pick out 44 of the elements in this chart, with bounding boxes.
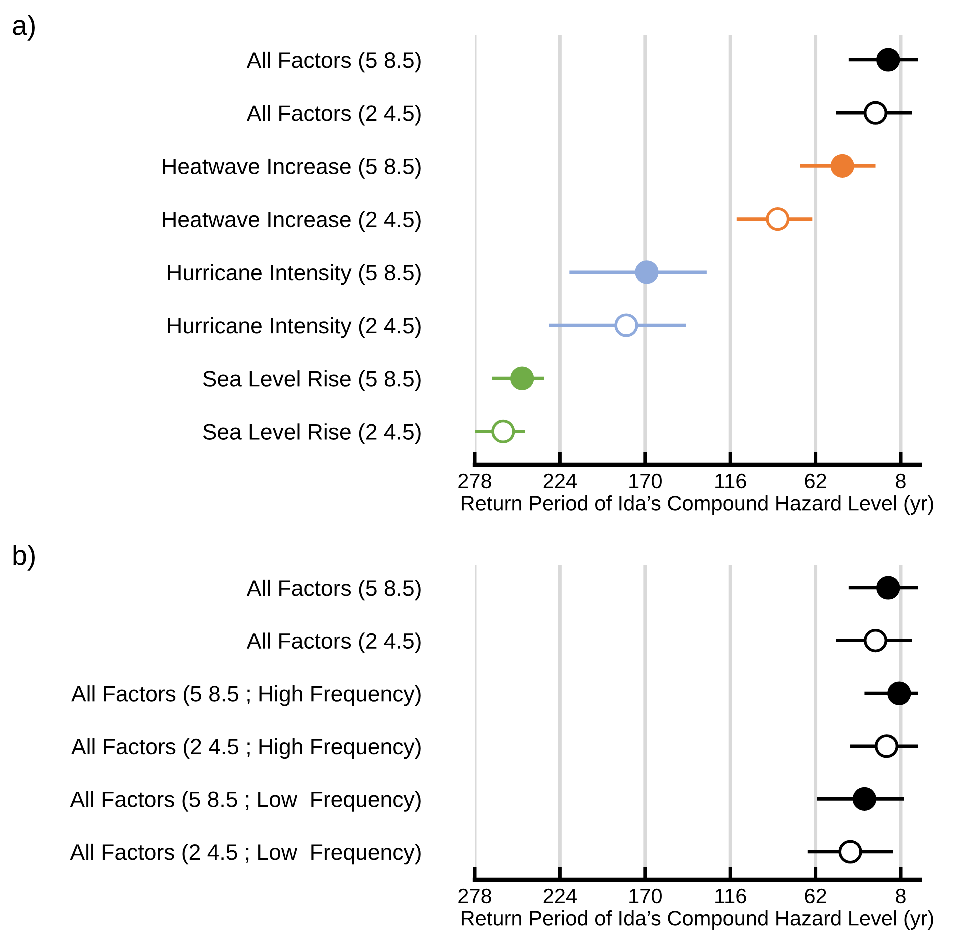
point [766,207,790,232]
y-tick-label: Heatwave Increase (2 4.5) [163,211,421,232]
x-tick-label: 170 [630,474,662,489]
text: b) [14,545,35,571]
point [876,48,900,72]
x-tick-label: 278 [458,888,492,904]
point [874,734,899,758]
text: a) [13,15,35,41]
y-tick-label: All Factors (2 4.5 ; Low Frequency) [70,844,421,865]
x-tick-label: 8 [896,888,906,904]
x-tick-label: 278 [458,474,492,489]
x-tick-label: 8 [896,474,906,489]
y-tick-label: Sea Level Rise (5 8.5) [203,370,421,392]
y-tick-label: Hurricane Intensity (5 8.5) [168,264,421,286]
point [852,787,877,812]
x-tick-label: 116 [716,474,746,489]
point [864,101,888,125]
y-tick-label: All Factors (2 4.5) [246,105,421,126]
point [614,314,638,338]
y-tick-label: All Factors (2 4.5 ; High Frequency) [72,738,421,760]
x-tick-label: 170 [630,888,662,904]
x-tick-label: 224 [544,888,577,904]
x-tick-label: 224 [544,474,577,488]
point [510,366,534,390]
point [838,840,862,864]
y-tick-label: Sea Level Rise (2 4.5) [203,424,421,444]
point [635,260,659,284]
x-axis-title: Return Period of Ida’s Compound Hazard Level (yr) [462,496,934,515]
point [864,628,888,653]
x-tick-label: 62 [805,888,826,904]
y-tick-label: All Factors (5 8.5 ; Low Frequency) [70,791,421,812]
y-tick-label: All Factors (5 8.5) [246,52,421,73]
point [830,154,854,178]
y-tick-label: Heatwave Increase (5 8.5) [163,158,421,179]
y-tick-label: All Factors (5 8.5) [246,580,421,601]
x-tick-label: 116 [716,888,746,904]
x-tick-label: 62 [805,474,826,489]
point [876,576,900,600]
y-tick-label: Hurricane Intensity (2 4.5) [168,317,421,338]
x-axis-title: Return Period of Ida’s Compound Hazard Level (yr) [462,910,934,930]
point [492,420,516,444]
y-tick-label: All Factors (5 8.5 ; High Frequency) [72,686,421,706]
point [888,682,912,706]
y-tick-label: All Factors (2 4.5) [246,632,421,654]
